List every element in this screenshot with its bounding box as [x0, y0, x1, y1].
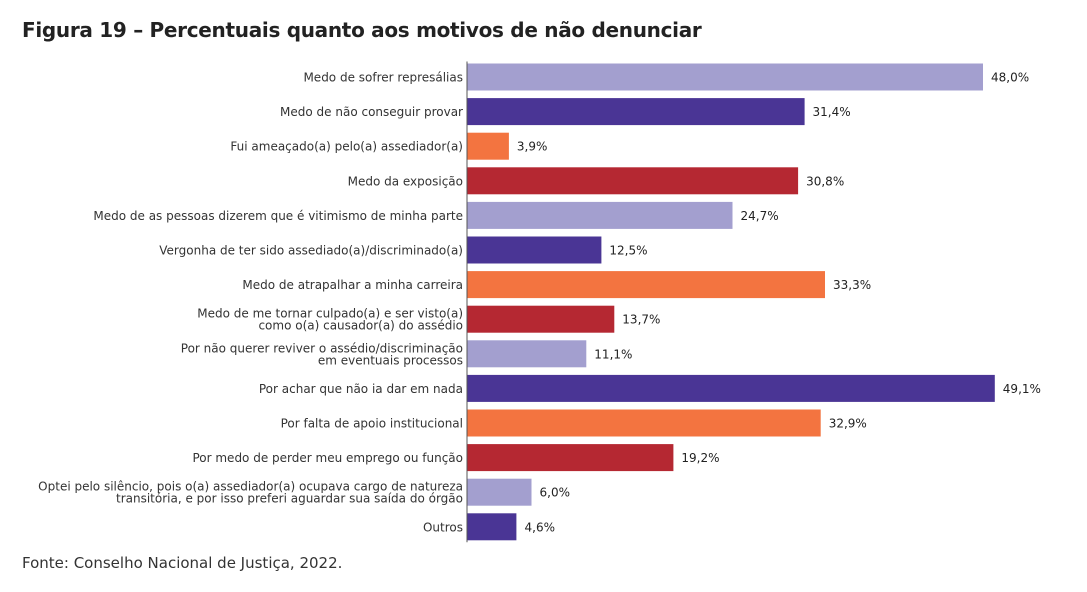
bar-9 — [467, 340, 587, 368]
category-label-9: Por não querer reviver o assédio/discrim… — [181, 341, 463, 367]
category-label-14: Outros — [423, 520, 463, 534]
bar-13 — [467, 478, 532, 506]
value-label-6: 12,5% — [609, 244, 647, 258]
category-label-12: Por medo de perder meu emprego ou função — [192, 451, 463, 465]
value-label-5: 24,7% — [741, 209, 779, 223]
bar-11 — [467, 409, 821, 437]
value-label-2: 31,4% — [813, 105, 851, 119]
bar-3 — [467, 132, 509, 160]
value-label-3: 3,9% — [517, 140, 548, 154]
bar-14 — [467, 513, 517, 541]
value-label-8: 13,7% — [622, 313, 660, 327]
category-label-10: Por achar que não ia dar em nada — [259, 382, 463, 396]
value-labels: 48,0% 31,4% 3,9% 30,8% 24,7% 12,5% 33,3% 13,7% 1… — [517, 71, 1041, 535]
value-label-7: 33,3% — [833, 278, 871, 292]
value-label-10: 49,1% — [1003, 382, 1041, 396]
category-label-5: Medo de as pessoas dizerem que é vitimis… — [93, 209, 463, 223]
value-label-13: 6,0% — [540, 486, 571, 500]
bar-12 — [467, 444, 674, 472]
category-label-2: Medo de não conseguir provar — [280, 105, 463, 119]
bar-7 — [467, 271, 825, 299]
category-labels: Medo de sofrer represálias Medo de não co… — [38, 71, 463, 535]
bar-2 — [467, 98, 805, 126]
category-label-7: Medo de atrapalhar a minha carreira — [242, 278, 463, 292]
category-label-6: Vergonha de ter sido assediado(a)/discri… — [159, 244, 463, 258]
value-label-9: 11,1% — [594, 347, 632, 361]
bar-10 — [467, 374, 995, 402]
category-label-4: Medo da exposição — [348, 174, 463, 188]
value-label-1: 48,0% — [991, 71, 1029, 85]
bar-4 — [467, 167, 799, 195]
category-label-13: Optei pelo silêncio, pois o(a) assediado… — [38, 480, 463, 506]
category-label-11: Por falta de apoio institucional — [281, 417, 463, 431]
value-label-11: 32,9% — [829, 417, 867, 431]
category-label-1: Medo de sofrer represálias — [303, 71, 463, 85]
chart-title: Figura 19 – Percentuais quanto aos motiv… — [22, 18, 702, 42]
bar-5 — [467, 201, 733, 229]
bar-1 — [467, 63, 983, 91]
bar-6 — [467, 236, 602, 264]
value-label-12: 19,2% — [681, 451, 719, 465]
category-label-8: Medo de me tornar culpado(a) e ser visto… — [197, 307, 463, 333]
bars — [467, 63, 995, 541]
bar-8 — [467, 305, 615, 333]
source-note: Fonte: Conselho Nacional de Justiça, 202… — [22, 554, 343, 572]
category-label-3: Fui ameaçado(a) pelo(a) assediador(a) — [230, 140, 463, 154]
value-label-14: 4,6% — [525, 520, 556, 534]
value-label-4: 30,8% — [806, 174, 844, 188]
